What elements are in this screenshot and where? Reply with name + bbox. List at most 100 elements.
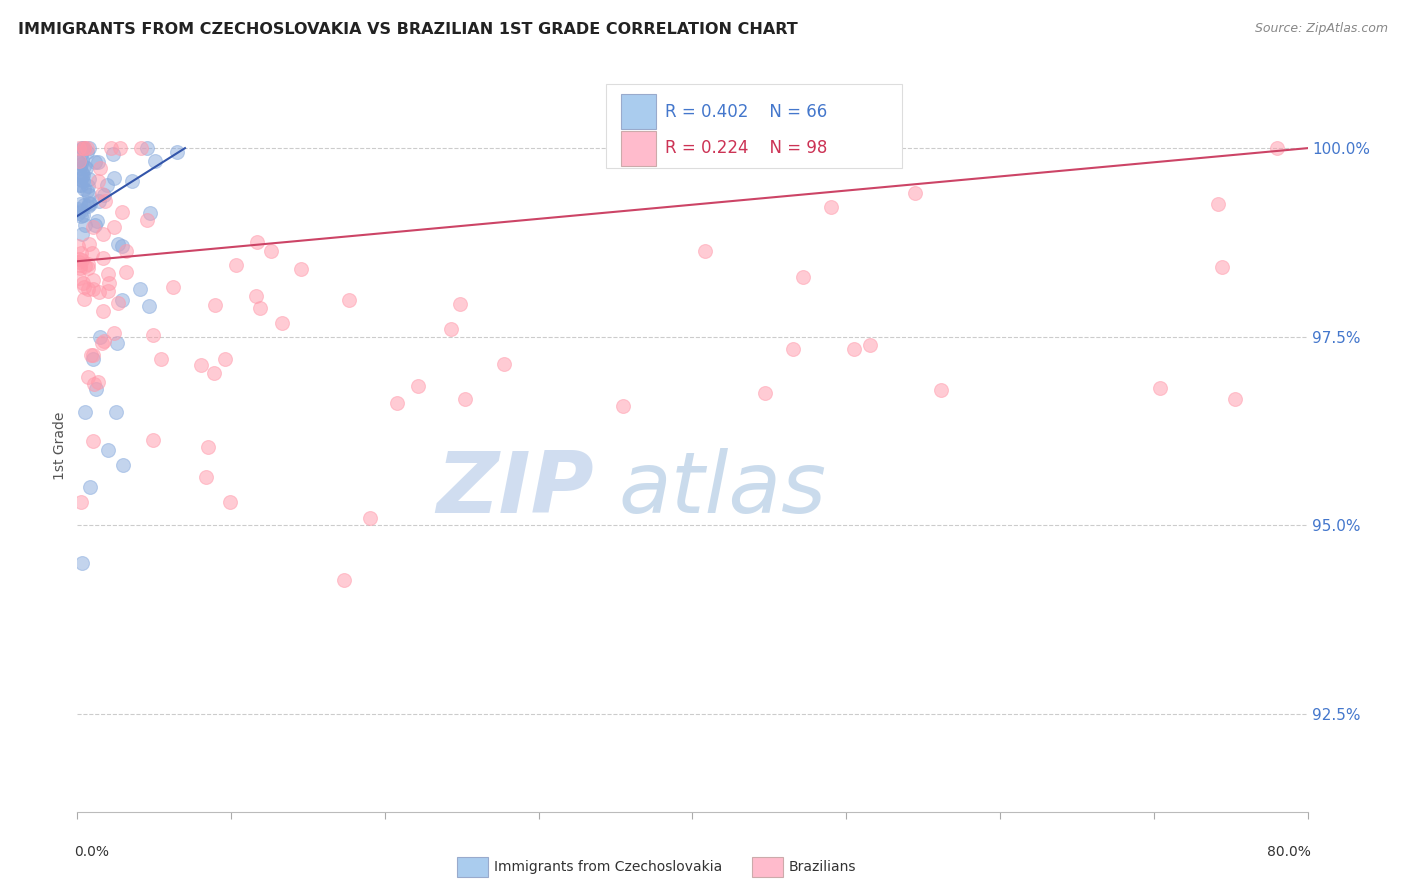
Point (77, 196, 100, 211)
Point (149, 352, 172, 367)
Point (70, 556, 93, 570)
Point (67, 154, 90, 169)
Point (859, 338, 882, 352)
Point (73, 159, 96, 173)
Point (97, 284, 120, 298)
FancyBboxPatch shape (621, 95, 655, 129)
Point (453, 392, 475, 406)
Text: IMMIGRANTS FROM CZECHOSLOVAKIA VS BRAZILIAN 1ST GRADE CORRELATION CHART: IMMIGRANTS FROM CZECHOSLOVAKIA VS BRAZIL… (18, 22, 799, 37)
Point (112, 458, 135, 472)
Point (190, 358, 212, 372)
Point (145, 154, 167, 169)
Point (82, 273, 104, 287)
Point (408, 378, 430, 392)
Point (70, 253, 93, 268)
Point (96, 178, 118, 192)
Point (385, 396, 408, 410)
Text: Source: ZipAtlas.com: Source: ZipAtlas.com (1254, 22, 1388, 36)
FancyBboxPatch shape (621, 131, 655, 166)
Point (337, 293, 360, 308)
Point (449, 297, 471, 311)
Point (76, 257, 98, 271)
Point (67, 154, 90, 169)
Point (359, 510, 381, 524)
Point (80, 348, 103, 362)
Point (67, 252, 90, 266)
Point (70, 209, 93, 223)
Point (75, 161, 97, 175)
Point (70, 169, 93, 184)
Text: ZIP: ZIP (436, 449, 595, 532)
Point (82, 219, 104, 234)
Point (260, 244, 283, 259)
Point (72, 197, 94, 211)
Point (80, 246, 103, 260)
Point (90, 187, 112, 202)
Point (204, 298, 226, 312)
Point (128, 282, 150, 296)
Text: 80.0%: 80.0% (1267, 845, 1312, 859)
Point (72, 227, 94, 241)
Point (77, 199, 100, 213)
Point (929, 384, 952, 398)
Point (842, 343, 865, 357)
Point (72, 166, 94, 180)
Point (79, 197, 101, 211)
Point (67, 255, 90, 269)
Point (754, 386, 776, 401)
Point (91, 252, 114, 266)
Point (87, 155, 110, 169)
Point (111, 293, 134, 307)
Point (103, 219, 125, 234)
Point (91, 227, 114, 241)
Point (246, 235, 269, 250)
Point (104, 405, 127, 419)
Point (97, 267, 120, 281)
Point (82, 352, 104, 367)
Point (72, 292, 94, 306)
Point (69, 161, 91, 175)
Point (142, 433, 165, 447)
Point (86, 376, 108, 390)
Point (332, 573, 354, 587)
Point (138, 299, 160, 313)
Point (89, 161, 111, 176)
Point (86, 214, 108, 228)
Text: 0.0%: 0.0% (73, 845, 108, 859)
Point (202, 366, 225, 380)
Point (77, 171, 100, 186)
Point (69, 203, 91, 218)
Point (67, 206, 90, 220)
Point (89, 285, 111, 299)
Point (97, 442, 120, 457)
Point (77, 282, 100, 296)
Point (70, 157, 93, 171)
Point (792, 270, 814, 285)
Point (214, 351, 236, 366)
Point (69, 172, 91, 186)
Point (93, 334, 115, 349)
Point (82, 348, 104, 362)
Point (73, 405, 96, 419)
Point (67, 271, 90, 285)
Point (72, 141, 94, 155)
Point (494, 357, 516, 371)
FancyBboxPatch shape (606, 84, 901, 168)
Point (67, 239, 90, 253)
Point (135, 141, 157, 155)
Point (77, 369, 100, 384)
Point (1206, 196, 1229, 211)
Point (83, 154, 105, 169)
Point (820, 200, 842, 214)
Point (72, 276, 94, 290)
Point (83, 218, 105, 232)
Point (195, 469, 218, 483)
Point (69, 494, 91, 508)
Point (904, 186, 927, 200)
Point (91, 336, 114, 351)
Point (76, 141, 98, 155)
Point (69, 258, 91, 272)
Point (1265, 141, 1288, 155)
Point (67, 202, 90, 217)
Point (1149, 381, 1171, 395)
